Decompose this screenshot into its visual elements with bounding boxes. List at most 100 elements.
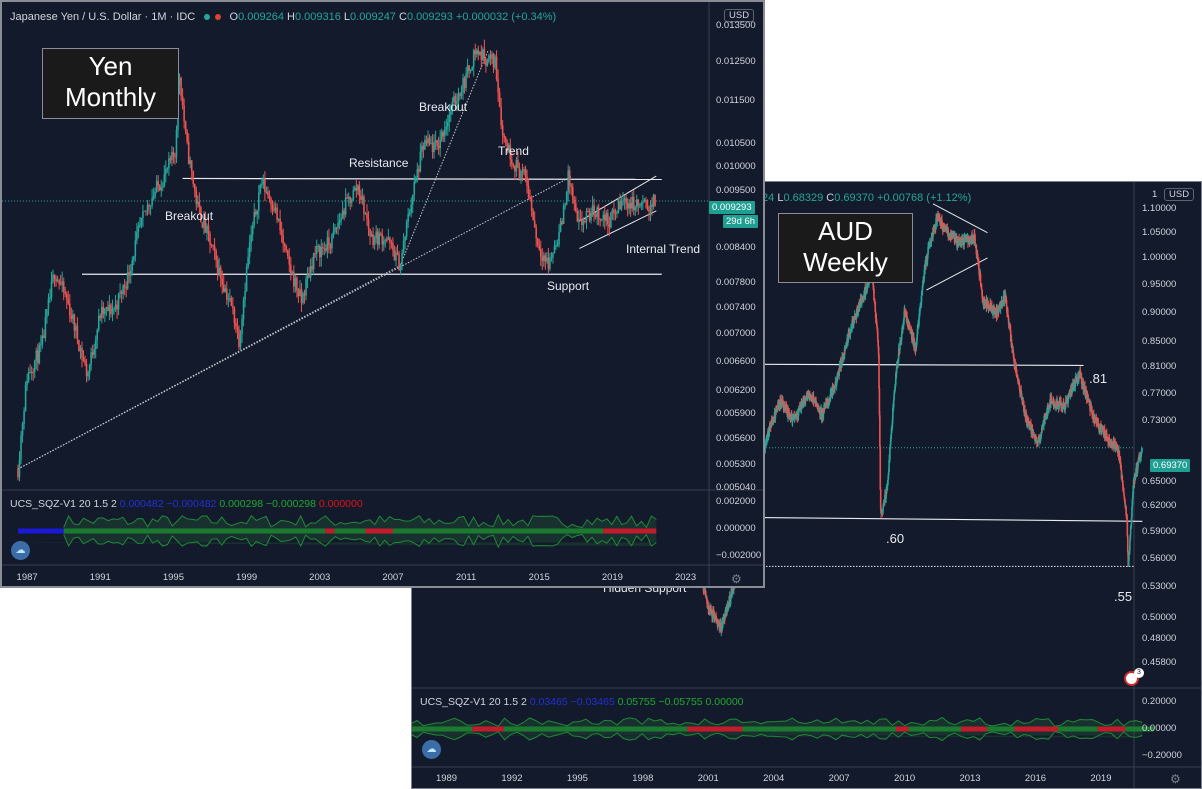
candle-body: [264, 178, 266, 192]
candle-body: [866, 286, 869, 291]
yen-open-value: 0.009264: [238, 11, 284, 23]
aud-currency-button[interactable]: USD: [1164, 188, 1195, 201]
candle-body: [286, 250, 289, 256]
candle-body: [882, 505, 885, 510]
candle-body: [154, 191, 156, 197]
yen-indicator-v5: 0.000000: [318, 498, 363, 510]
squeeze-dot-band: [392, 528, 604, 534]
candle-body: [326, 237, 329, 251]
candle-body: [482, 49, 484, 60]
candle-body: [1091, 410, 1093, 415]
candle-body: [635, 199, 638, 208]
yen-monthly-chart-window[interactable]: Japanese Yen / U.S. Dollar · 1M · IDC O0…: [0, 0, 765, 588]
yen-year-tick-label: 1991: [89, 572, 111, 583]
candle-body: [219, 267, 222, 279]
aud-price-tick-label: 0.90000: [1142, 306, 1177, 318]
candle-body: [838, 371, 840, 377]
candle-body: [64, 291, 67, 295]
candle-body: [900, 333, 903, 340]
yen-price-tick-label: 0.005040: [716, 482, 756, 494]
aud-settings-gear-icon[interactable]: ⚙: [1170, 772, 1181, 786]
candle-body: [198, 201, 201, 208]
candle-body: [206, 225, 208, 233]
candle-body: [212, 244, 214, 246]
candle-body: [1003, 294, 1006, 301]
candle-body: [457, 93, 460, 102]
candle-body: [1067, 395, 1070, 403]
tradingview-logo-icon[interactable]: ☁: [11, 541, 30, 560]
aud-price-tick-label: 0.85000: [1142, 336, 1177, 348]
candle-body: [378, 233, 381, 245]
candle-body: [184, 121, 187, 132]
candle-body: [407, 214, 409, 222]
yen-high-value: 0.009316: [294, 11, 341, 23]
yen-indicator-v3: 0.000298: [219, 498, 264, 510]
candle-body: [446, 121, 449, 127]
candle-body: [440, 132, 443, 140]
candle-body: [923, 269, 926, 278]
tradingview-logo-icon[interactable]: ☁: [422, 740, 441, 759]
candle-body: [79, 347, 82, 352]
squeeze-dot-band: [933, 726, 962, 732]
candle-body: [270, 198, 272, 205]
candle-body: [876, 323, 878, 328]
candle-body: [354, 187, 356, 191]
candle-body: [488, 55, 490, 62]
yen-year-tick-label: 2023: [674, 572, 697, 583]
aud-year-tick-label: 2010: [894, 773, 916, 784]
candle-body: [610, 212, 612, 228]
candle-body: [437, 145, 440, 149]
candle-body: [549, 257, 551, 269]
candle-body: [267, 191, 269, 196]
yen-price-tick-label: 0.005600: [716, 432, 756, 444]
aud-year-tick-label: 2019: [1090, 773, 1112, 784]
yen-price-tick-label: 0.010500: [716, 137, 756, 149]
yen-settings-gear-icon[interactable]: ⚙: [731, 572, 742, 586]
candle-body: [642, 201, 644, 204]
candle-body: [381, 234, 384, 245]
candle-body: [273, 209, 275, 211]
candle-body: [40, 344, 42, 346]
candle-body: [879, 415, 881, 447]
candle-body: [225, 288, 228, 300]
candle-body: [468, 65, 470, 71]
candle-body: [23, 410, 25, 424]
candle-body: [171, 152, 173, 161]
yen-indicator-tick-label: 0.002000: [716, 496, 756, 507]
candle-body: [1128, 553, 1130, 561]
candle-body: [33, 360, 36, 373]
candle-body: [494, 56, 496, 68]
candle-body: [1033, 434, 1036, 437]
candle-body: [1061, 407, 1064, 410]
candle-body: [812, 396, 815, 403]
squeeze-dot-band: [503, 726, 522, 732]
candle-body: [818, 407, 820, 413]
candle-body: [619, 201, 621, 210]
candle-body: [570, 185, 573, 187]
candle-body: [367, 218, 370, 229]
aud-price-tick-label: 0.77000: [1142, 387, 1177, 399]
candle-body: [366, 213, 368, 219]
aud-low-key: L: [777, 192, 784, 204]
candle-body: [894, 373, 897, 385]
candle-body: [602, 214, 605, 220]
squeeze-dot-band: [521, 726, 564, 732]
candle-body: [553, 245, 556, 253]
candle-body: [924, 263, 926, 270]
candle-body: [622, 200, 624, 202]
candle-body: [131, 259, 134, 271]
yen-currency-button[interactable]: USD: [724, 9, 755, 22]
squeeze-dot-band: [826, 726, 866, 732]
candle-body: [939, 221, 942, 224]
yen-symbol-title[interactable]: Japanese Yen / U.S. Dollar · 1M · IDC: [10, 11, 196, 23]
candle-body: [161, 186, 164, 188]
candle-body: [168, 158, 170, 169]
candle-body: [450, 111, 452, 115]
squeeze-dot-band: [412, 726, 438, 732]
candle-body: [315, 246, 318, 254]
candle-body: [35, 350, 38, 361]
candle-body: [430, 143, 432, 145]
candle-body: [466, 65, 469, 74]
candle-body: [637, 199, 640, 206]
yen-price-tick-label: 0.007400: [716, 301, 756, 313]
